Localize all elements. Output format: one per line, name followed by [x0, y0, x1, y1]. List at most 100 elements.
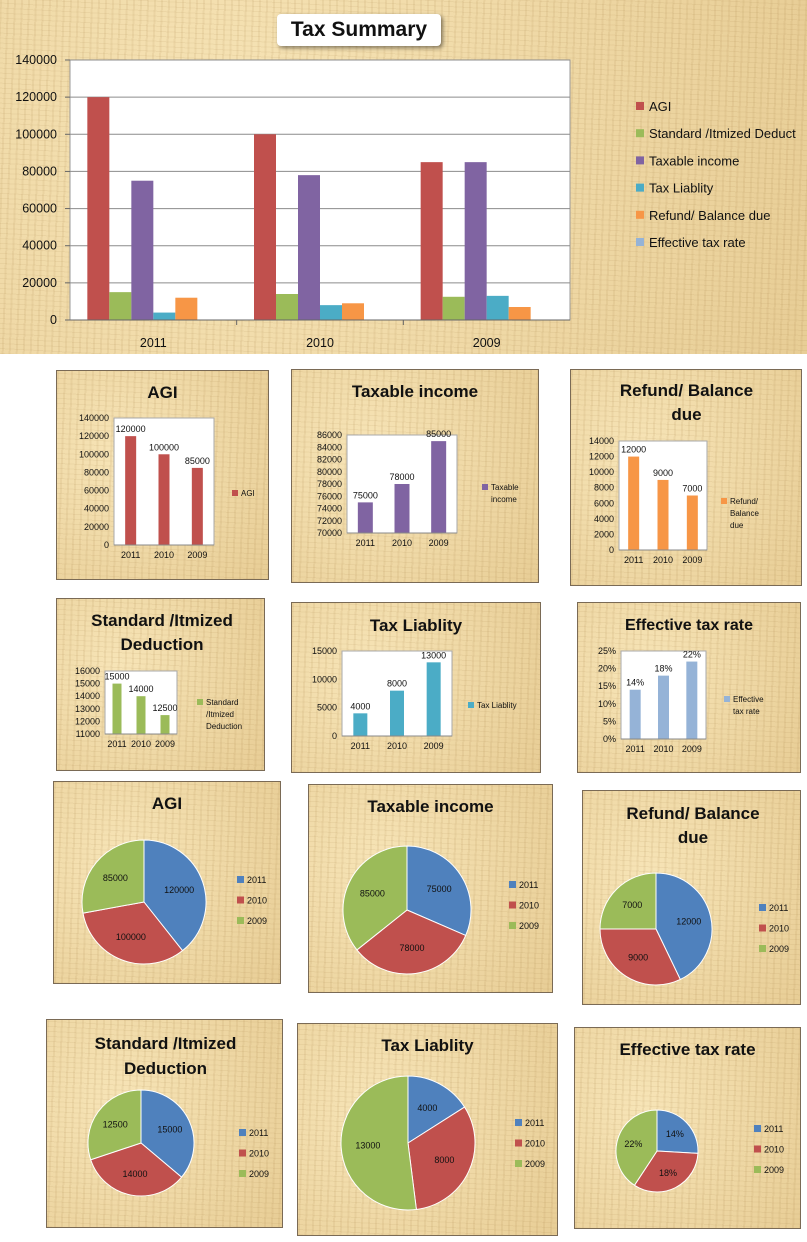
legend-swatch	[239, 1170, 246, 1177]
bar	[298, 175, 320, 320]
legend-label: /Itmized	[206, 710, 234, 719]
legend-swatch	[232, 490, 238, 496]
tax-liability-bar-panel: Tax Liablity 0 5000 10000 15000 2011 4000 2010…	[291, 602, 541, 773]
legend-swatch	[636, 102, 644, 110]
refund-bar-chart: 0 2000 4000 6000 8000 10000 12000 14000 2011 1200…	[589, 436, 759, 565]
y-tick-label: 0%	[603, 734, 616, 744]
y-tick-label: 140000	[79, 413, 109, 423]
chart-title: Taxable income	[351, 382, 479, 401]
legend-swatch	[759, 945, 766, 952]
data-label: 75000	[427, 884, 452, 894]
y-tick-label: 100000	[15, 127, 57, 141]
x-tick-label: 2011	[351, 741, 370, 751]
bar	[158, 454, 170, 545]
chart-title: Standard /Itmized Deduction	[94, 1034, 237, 1078]
deduction-pie-panel: Standard /Itmized Deduction 15000 14000 12…	[46, 1019, 283, 1228]
refund-bar-panel: Refund/ Balance due 0 2000 4000 6000 8000 100…	[570, 369, 802, 586]
x-tick-label: 2010	[131, 739, 151, 749]
data-label: 12500	[103, 1119, 128, 1129]
legend-label: tax rate	[733, 707, 760, 716]
legend-label: 2009	[764, 1165, 784, 1175]
y-tick-label: 13000	[75, 704, 100, 714]
bar	[431, 441, 447, 533]
legend-swatch	[509, 881, 516, 888]
legend-swatch	[197, 699, 203, 705]
agi-pie-chart: 120000 100000 85000 2011 2010 2009	[81, 839, 267, 965]
data-label: 100000	[116, 932, 146, 942]
page-title: Tax Summary	[277, 14, 441, 46]
data-label: 85000	[426, 429, 451, 439]
tax-summary-panel: Tax Summary 0 20000 40000 60000 80000 100000 1…	[0, 0, 807, 354]
legend-label: AGI	[241, 489, 255, 498]
chart-title: Standard /Itmized Deduction	[91, 611, 233, 654]
bar	[191, 467, 203, 545]
bar	[320, 305, 342, 320]
x-tick-label: 2009	[187, 550, 207, 560]
y-tick-label: 80000	[84, 467, 109, 477]
data-label: 85000	[360, 888, 385, 898]
y-tick-label: 15000	[75, 679, 100, 689]
chart-title: Refund/ Balance due	[626, 804, 760, 847]
legend-label: Balance	[730, 509, 759, 518]
chart-title: Tax Liablity	[369, 616, 463, 635]
pie-slice	[615, 1109, 658, 1186]
y-tick-label: 25%	[598, 646, 616, 656]
legend-swatch	[239, 1149, 246, 1157]
bar	[342, 303, 364, 320]
legend-swatch	[721, 498, 727, 504]
y-tick-label: 20000	[22, 276, 57, 290]
legend-swatch	[515, 1119, 522, 1126]
legend-swatch	[509, 901, 516, 909]
x-tick-label: 2009	[429, 538, 449, 548]
legend-label: 2010	[525, 1139, 545, 1149]
pie-slice	[87, 1089, 142, 1161]
legend-label: due	[730, 521, 744, 530]
tax-liability-bar-chart: 0 5000 10000 15000 2011 4000 2010 8000 2009 13000…	[312, 646, 517, 751]
refund-pie-panel: Refund/ Balance due 12000 9000 7000 2011 201…	[582, 790, 801, 1005]
y-tick-label: 74000	[317, 504, 342, 514]
data-label: 120000	[164, 885, 194, 895]
bar	[109, 292, 132, 320]
y-tick-label: 40000	[22, 239, 57, 253]
bar	[125, 436, 137, 545]
legend-label: Taxable	[491, 483, 519, 492]
y-tick-label: 10000	[589, 467, 614, 477]
legend-swatch	[636, 238, 644, 246]
y-tick-label: 2000	[594, 529, 614, 539]
effective-rate-bar-chart: 0% 5% 10% 15% 20% 25% 2011 14% 2010 18% 2009 22% Eff…	[598, 646, 764, 754]
chart-title: Effective tax rate	[624, 617, 754, 634]
bar	[658, 675, 669, 739]
legend-label: 2009	[525, 1159, 545, 1169]
bar	[657, 479, 669, 550]
y-tick-label: 12000	[589, 452, 614, 462]
legend-label: Refund/ Balance due	[649, 208, 770, 223]
data-label: 12000	[621, 445, 646, 455]
x-tick-label: 2010	[653, 555, 673, 565]
x-tick-label: 2009	[682, 744, 702, 754]
bar	[420, 162, 443, 320]
legend-label: Taxable income	[649, 153, 739, 168]
data-label: 78000	[389, 472, 414, 482]
deduction-bar-chart: 11000 12000 13000 14000 15000 16000 2011 15000 2…	[75, 666, 242, 749]
pie-slice	[599, 872, 657, 930]
y-tick-label: 60000	[22, 202, 57, 216]
legend-label: 2010	[764, 1145, 784, 1155]
tax-liability-pie-chart: 4000 8000 13000 2011 2010 2009	[340, 1075, 545, 1211]
y-tick-label: 0	[609, 545, 614, 555]
x-tick-label: 2010	[392, 538, 412, 548]
legend-swatch	[759, 924, 766, 932]
taxable-income-pie-panel: Taxable income 75000 78000 85000 2011 2010 20…	[308, 784, 553, 993]
bar	[628, 456, 640, 550]
chart-title: AGI	[147, 383, 178, 402]
legend-label: Standard	[206, 698, 238, 707]
y-tick-label: 140000	[15, 53, 57, 67]
legend-swatch	[237, 896, 244, 904]
y-tick-label: 78000	[317, 479, 342, 489]
legend-swatch	[482, 484, 488, 490]
pie-slice	[342, 845, 408, 951]
legend-swatch	[636, 210, 644, 219]
pie-slice	[406, 845, 472, 937]
data-label: 12500	[152, 703, 177, 713]
legend-label: Tax Liablity	[477, 701, 517, 710]
bar	[254, 134, 276, 320]
